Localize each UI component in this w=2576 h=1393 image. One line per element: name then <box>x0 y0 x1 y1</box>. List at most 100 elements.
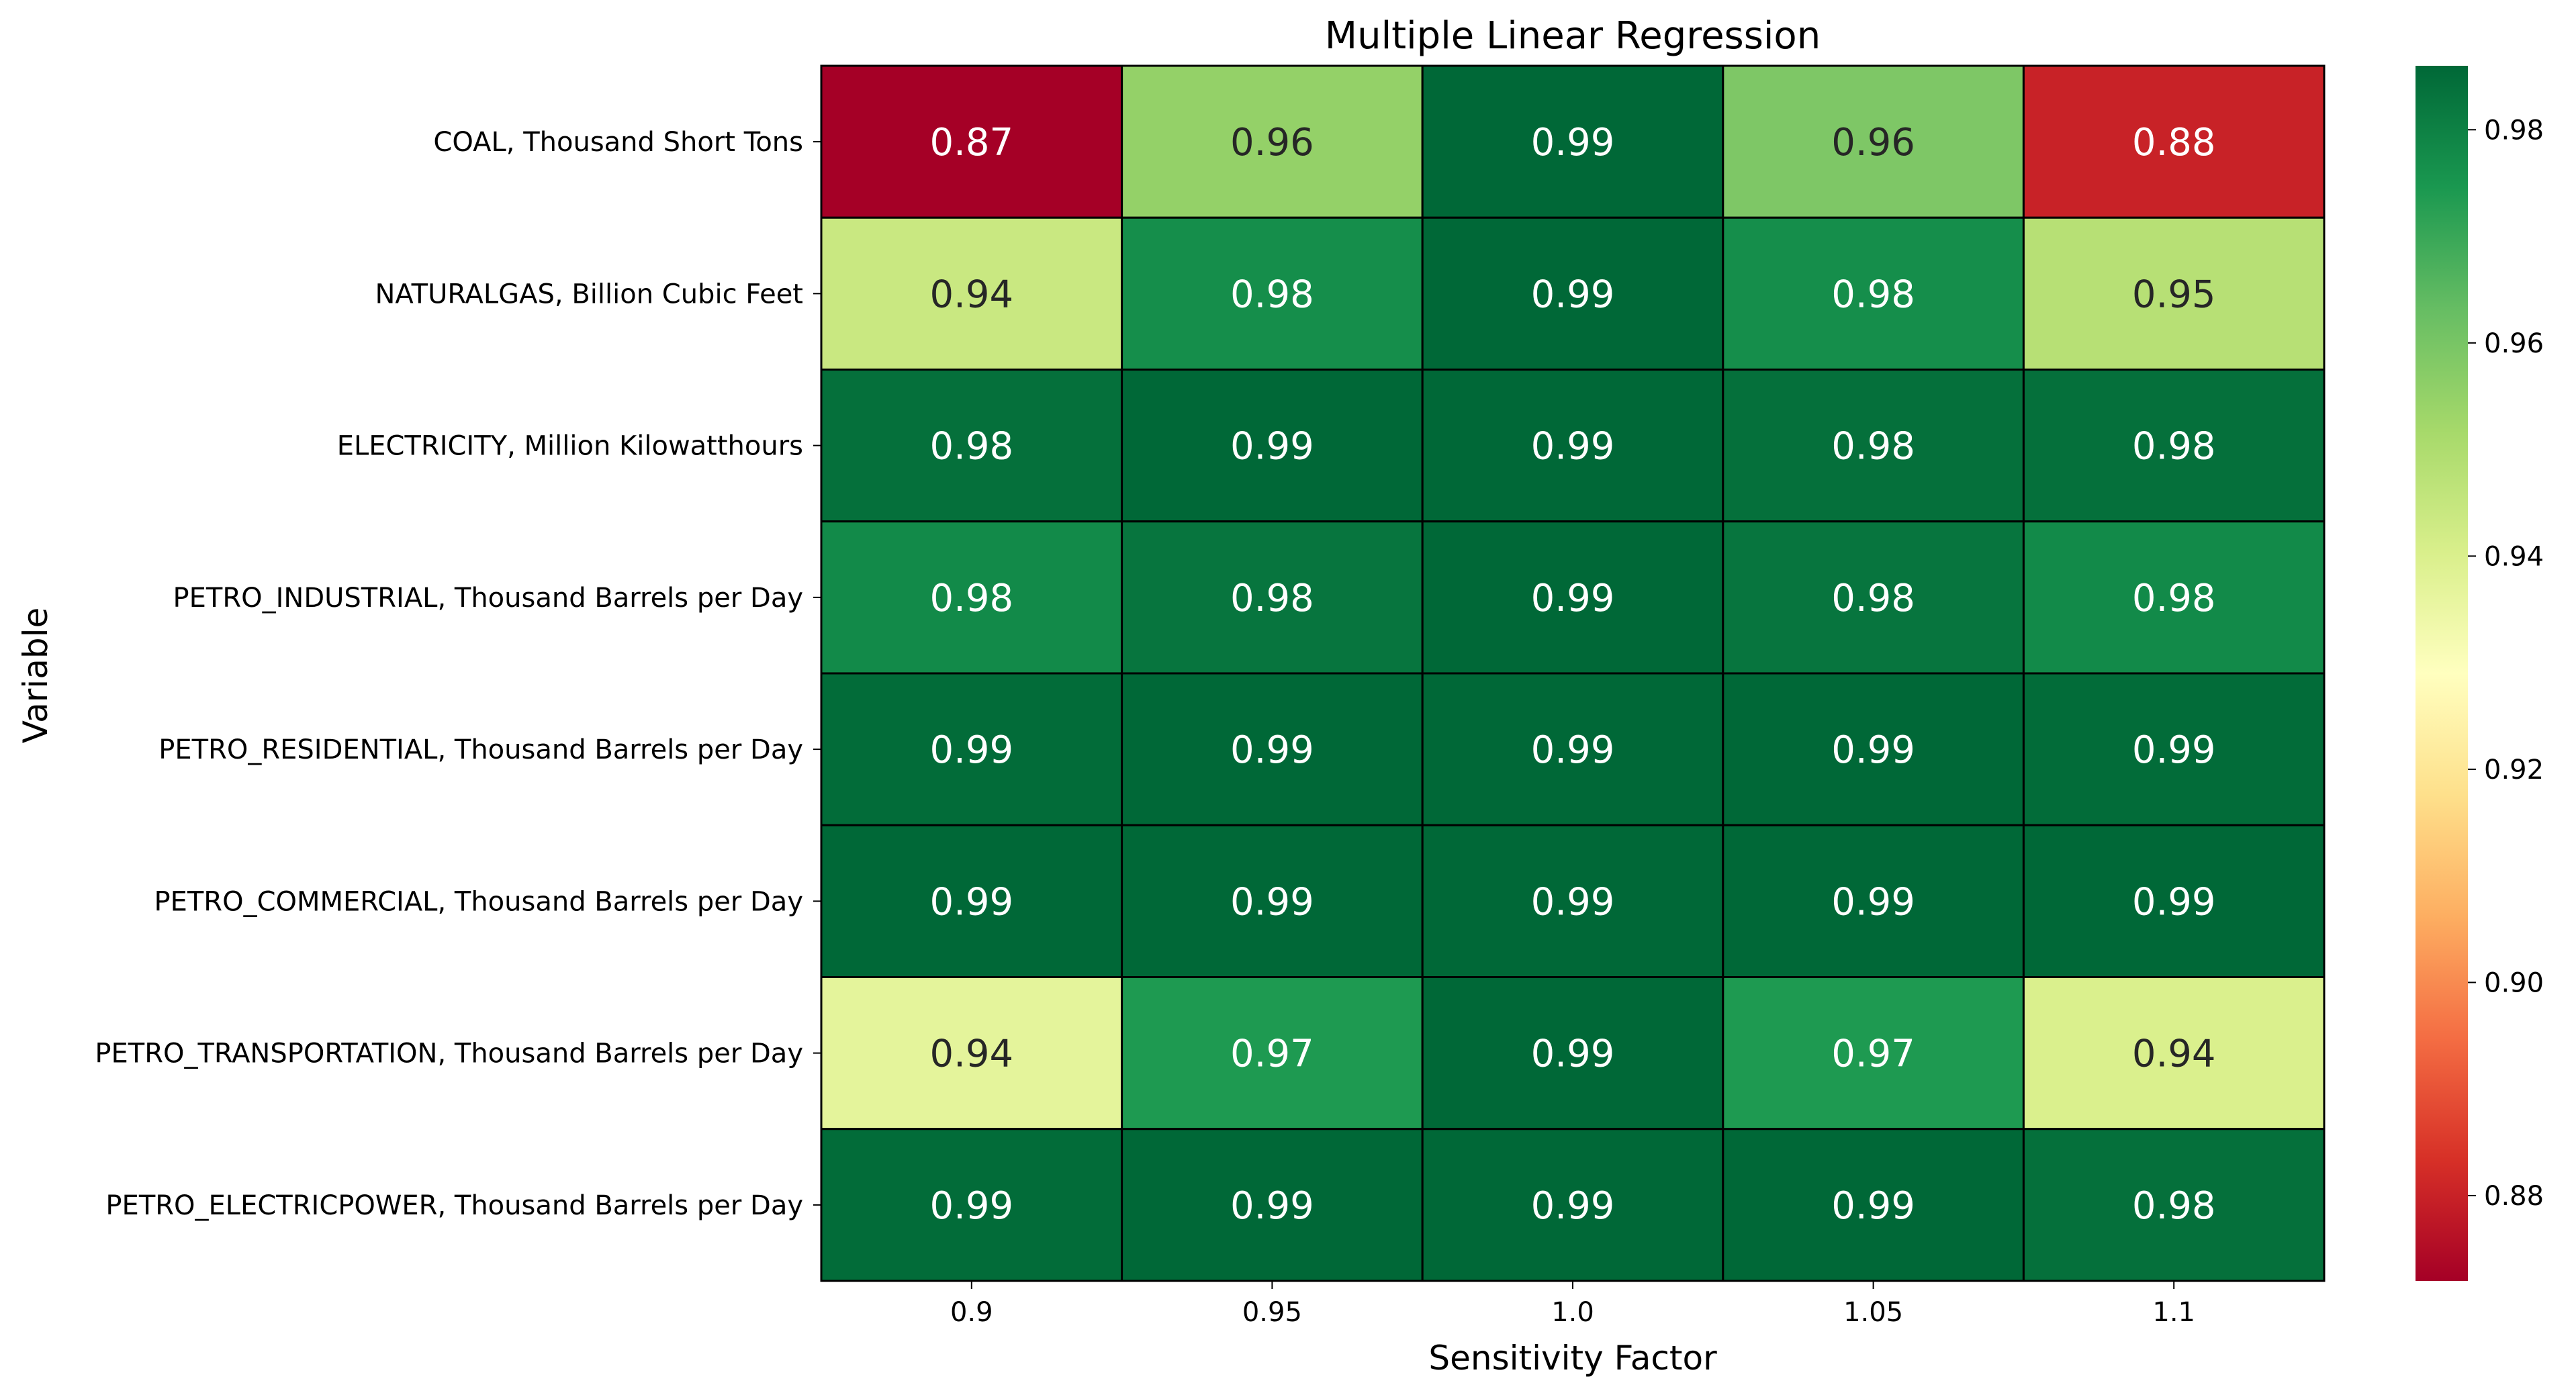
x-tick-label: 1.1 <box>2152 1297 2195 1328</box>
chart-title: Multiple Linear Regression <box>1325 14 1821 58</box>
heatmap-cell <box>820 976 1123 1131</box>
cell-value-label: 0.99 <box>1831 880 1915 924</box>
heatmap-cell <box>1121 64 1424 219</box>
cell-value-label: 0.98 <box>1230 273 1314 316</box>
y-tick-labels: COAL, Thousand Short Tons NATURALGAS, Bil… <box>95 127 821 1221</box>
y-tick-label: ELECTRICITY, Million Kilowatthours <box>337 431 803 462</box>
colorbar-tick-label: 0.94 <box>2484 541 2544 572</box>
heatmap-cell <box>2022 369 2326 523</box>
heatmap-cell <box>1121 369 1424 523</box>
cell-value-label: 0.99 <box>1831 728 1915 772</box>
cell-value-label: 0.98 <box>2132 1184 2216 1228</box>
heatmap-cell <box>1722 1128 2025 1282</box>
colorbar: 0.88 0.90 0.92 0.94 0.96 0.98 <box>2416 66 2544 1281</box>
cell-value-label: 0.99 <box>1230 425 1314 469</box>
x-tick-label: 0.9 <box>950 1297 993 1328</box>
cell-value-label: 0.98 <box>1230 577 1314 620</box>
heatmap-cell <box>2022 672 2326 826</box>
heatmap-cell <box>1421 824 1724 978</box>
cell-value-label: 0.99 <box>929 1184 1013 1228</box>
heatmap-cell <box>820 672 1123 826</box>
cell-value-label: 0.98 <box>2132 577 2216 620</box>
colorbar-tick-label: 0.96 <box>2484 328 2544 359</box>
cell-value-label: 0.98 <box>2132 425 2216 469</box>
heatmap-cell <box>1722 64 2025 219</box>
heatmap-cell <box>1421 520 1724 675</box>
heatmap-cell <box>820 1128 1123 1282</box>
y-tick-label: COAL, Thousand Short Tons <box>433 127 803 158</box>
cell-value-label: 0.99 <box>1531 1032 1615 1076</box>
heatmap-cell <box>820 216 1123 371</box>
heatmap-cell <box>1121 672 1424 826</box>
cell-value-labels: 0.87 0.96 0.99 0.96 0.88 0.94 0.98 0.99 0.98 0.95… <box>929 121 2215 1228</box>
cell-value-label: 0.98 <box>1831 273 1915 316</box>
y-tick-label: NATURALGAS, Billion Cubic Feet <box>375 279 803 309</box>
x-tick-labels: 0.9 0.95 1.0 1.05 1.1 <box>950 1281 2195 1328</box>
x-tick-label: 0.95 <box>1242 1297 1302 1328</box>
y-tick-label: PETRO_COMMERCIAL, Thousand Barrels per D… <box>154 886 803 917</box>
cell-value-label: 0.99 <box>1531 1184 1615 1228</box>
cell-value-label: 0.95 <box>2132 273 2216 316</box>
heatmap-cell <box>2022 1128 2326 1282</box>
cell-value-label: 0.88 <box>2132 121 2216 164</box>
heatmap-cell <box>2022 520 2326 675</box>
cell-value-label: 0.99 <box>2132 880 2216 924</box>
heatmap-cell <box>1421 672 1724 826</box>
heatmap-cell <box>2022 824 2326 978</box>
cell-value-label: 0.99 <box>1230 728 1314 772</box>
cell-value-label: 0.94 <box>929 273 1013 316</box>
cell-value-label: 0.99 <box>1230 880 1314 924</box>
cell-value-label: 0.98 <box>1831 577 1915 620</box>
cell-value-label: 0.99 <box>929 880 1013 924</box>
cell-value-label: 0.97 <box>1831 1032 1915 1076</box>
cell-value-label: 0.99 <box>2132 728 2216 772</box>
cell-value-label: 0.96 <box>1230 121 1314 164</box>
heatmap-cell <box>1722 520 2025 675</box>
cell-value-label: 0.99 <box>1230 1184 1314 1228</box>
cell-value-label: 0.94 <box>929 1032 1013 1076</box>
cell-value-label: 0.97 <box>1230 1032 1314 1076</box>
colorbar-tick-label: 0.92 <box>2484 755 2544 785</box>
heatmap-cell <box>820 64 1123 219</box>
cell-value-label: 0.94 <box>2132 1032 2216 1076</box>
cell-value-label: 0.99 <box>1531 880 1615 924</box>
y-tick-label: PETRO_ELECTRICPOWER, Thousand Barrels pe… <box>105 1190 803 1221</box>
heatmap-cell <box>1121 520 1424 675</box>
colorbar-tick-label: 0.98 <box>2484 115 2544 146</box>
cell-value-label: 0.99 <box>1531 728 1615 772</box>
heatmap-cell <box>1722 824 2025 978</box>
cell-value-label: 0.99 <box>1531 577 1615 620</box>
heatmap-cell <box>1421 216 1724 371</box>
y-axis-label: Variable <box>16 608 55 743</box>
cell-value-label: 0.98 <box>929 425 1013 469</box>
cell-value-label: 0.98 <box>929 577 1013 620</box>
y-tick-label: PETRO_TRANSPORTATION, Thousand Barrels p… <box>95 1039 803 1069</box>
heatmap-cell <box>1421 1128 1724 1282</box>
heatmap-cell <box>1722 369 2025 523</box>
x-tick-label: 1.0 <box>1551 1297 1594 1328</box>
cell-value-label: 0.99 <box>1531 121 1615 164</box>
colorbar-tick-label: 0.88 <box>2484 1181 2544 1212</box>
heatmap-cells <box>820 64 2326 1282</box>
colorbar-tick-label: 0.90 <box>2484 967 2544 998</box>
heatmap-cell <box>2022 216 2326 371</box>
cell-value-label: 0.87 <box>929 121 1013 164</box>
cell-value-label: 0.99 <box>1831 1184 1915 1228</box>
cell-value-label: 0.98 <box>1831 425 1915 469</box>
heatmap-cell <box>1421 369 1724 523</box>
colorbar-gradient <box>2416 66 2468 1281</box>
x-tick-label: 1.05 <box>1843 1297 1903 1328</box>
heatmap-cell <box>1121 824 1424 978</box>
cell-value-label: 0.99 <box>1531 273 1615 316</box>
y-tick-label: PETRO_RESIDENTIAL, Thousand Barrels per … <box>158 734 803 765</box>
heatmap-cell <box>2022 976 2326 1131</box>
cell-value-label: 0.99 <box>929 728 1013 772</box>
x-axis-label: Sensitivity Factor <box>1428 1339 1717 1378</box>
y-tick-label: PETRO_INDUSTRIAL, Thousand Barrels per D… <box>173 583 804 614</box>
heatmap-cell <box>1121 1128 1424 1282</box>
heatmap-cell <box>2022 64 2326 219</box>
heatmap-cell <box>1421 64 1724 219</box>
cell-value-label: 0.99 <box>1531 425 1615 469</box>
cell-value-label: 0.96 <box>1831 121 1915 164</box>
